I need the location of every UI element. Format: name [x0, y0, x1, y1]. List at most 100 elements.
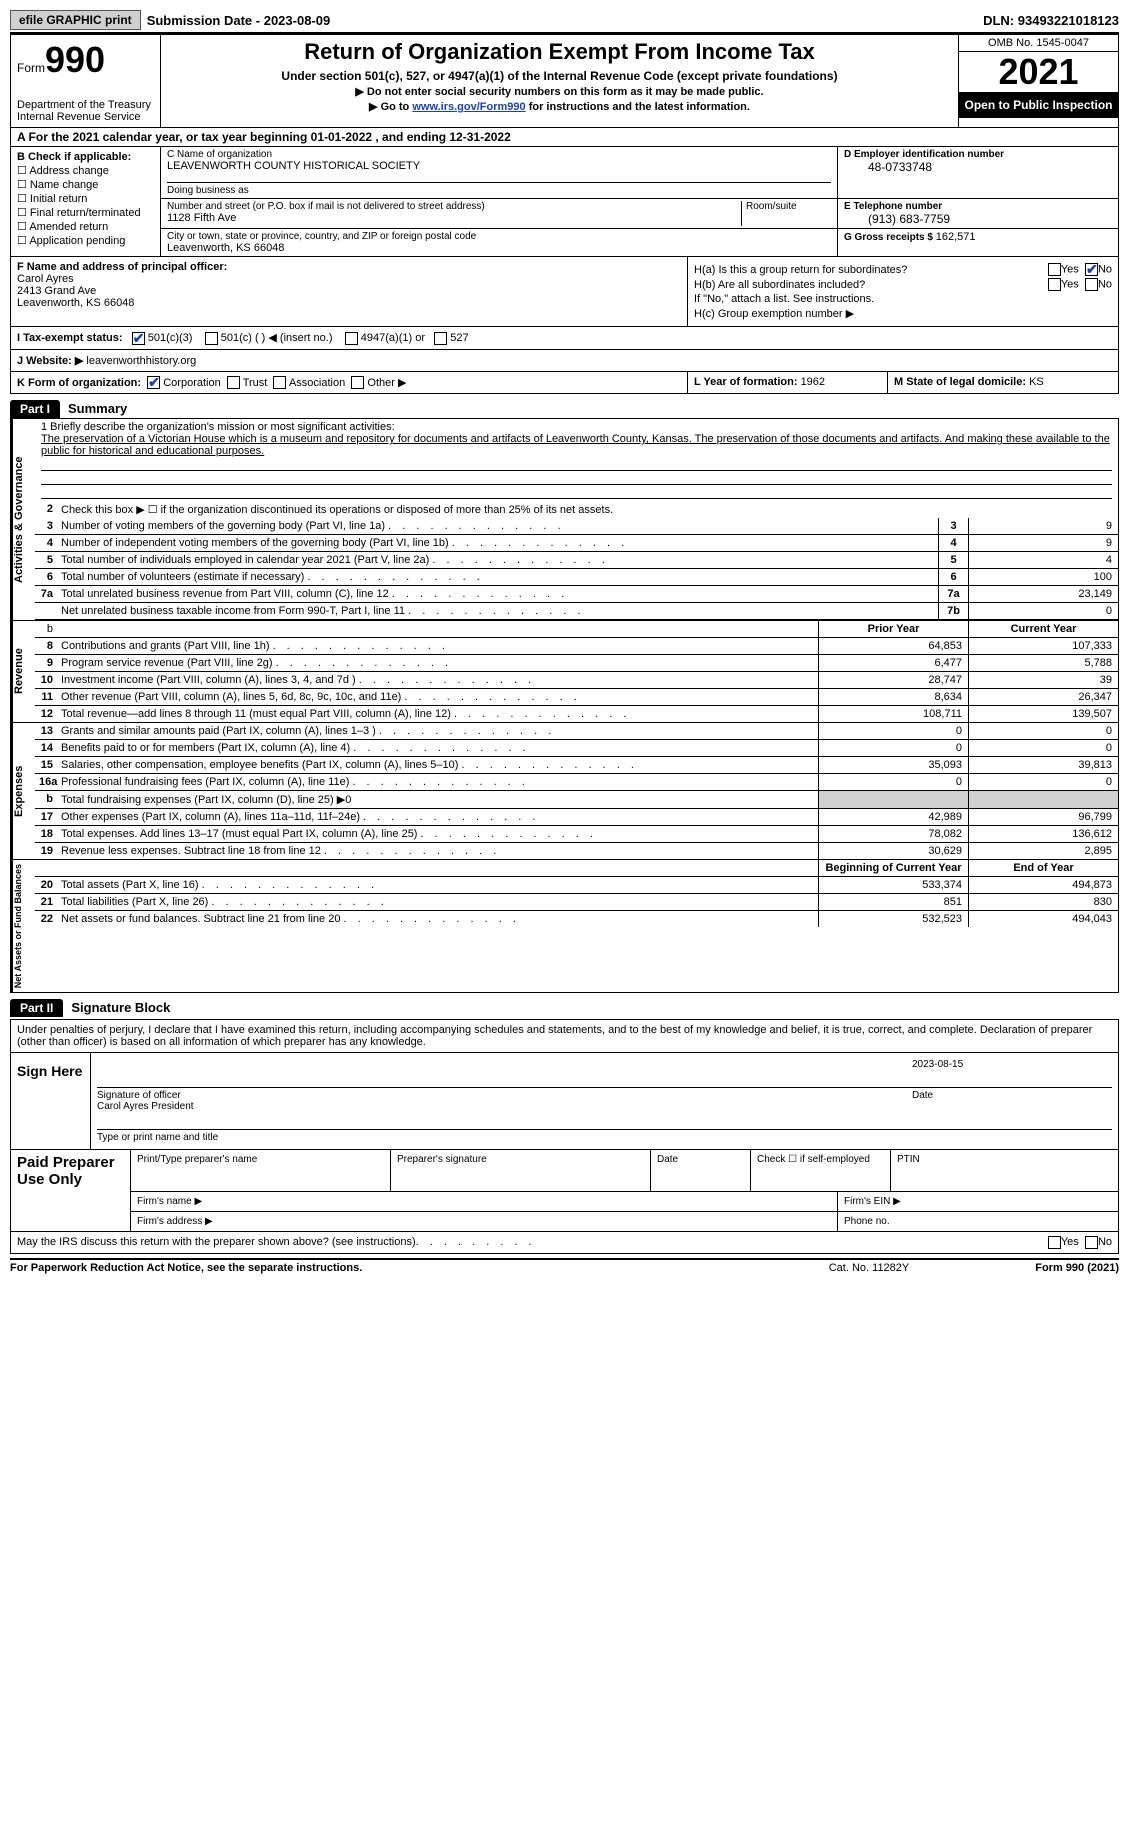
opt-amended-return[interactable]: ☐ Amended return: [17, 220, 154, 233]
val-6: 100: [968, 569, 1118, 585]
prior-21: 851: [818, 894, 968, 910]
tel-label: E Telephone number: [844, 201, 1112, 212]
discuss-yes[interactable]: [1048, 1236, 1061, 1249]
hdr-end: End of Year: [968, 860, 1118, 876]
opt-final-return[interactable]: ☐ Final return/terminated: [17, 206, 154, 219]
val-5: 4: [968, 552, 1118, 568]
opt-address-change[interactable]: ☐ Address change: [17, 164, 154, 177]
prior-17: 42,989: [818, 809, 968, 825]
room-label: Room/suite: [746, 201, 831, 212]
summary-expenses: Expenses 13Grants and similar amounts pa…: [10, 723, 1119, 860]
line-2: Check this box ▶ ☐ if the organization d…: [57, 501, 1118, 518]
side-expenses: Expenses: [11, 723, 35, 859]
city-label: City or town, state or province, country…: [167, 231, 831, 242]
state-domicile: KS: [1029, 376, 1044, 388]
date-label: Date: [912, 1090, 1112, 1101]
form-word: Form: [17, 61, 45, 75]
tax-year: 2021: [959, 52, 1118, 92]
summary-net: Net Assets or Fund Balances Beginning of…: [10, 860, 1119, 993]
efile-print-button[interactable]: efile GRAPHIC print: [10, 10, 141, 30]
hb-note: If "No," attach a list. See instructions…: [694, 293, 1112, 305]
current-18: 136,612: [968, 826, 1118, 842]
hb-yes[interactable]: [1048, 278, 1061, 291]
prep-title: Paid Preparer Use Only: [17, 1154, 115, 1188]
prior-12: 108,711: [818, 706, 968, 722]
current-13: 0: [968, 723, 1118, 739]
line-20: Total assets (Part X, line 16) . . . . .…: [57, 877, 818, 893]
prep-name-label: Print/Type preparer's name: [131, 1150, 391, 1192]
current-9: 5,788: [968, 655, 1118, 671]
current-19: 2,895: [968, 843, 1118, 859]
dept-label: Department of the Treasury Internal Reve…: [17, 99, 154, 123]
hdr-current: Current Year: [968, 621, 1118, 637]
prior-16a: 0: [818, 774, 968, 790]
prior-15: 35,093: [818, 757, 968, 773]
summary-governance: Activities & Governance 1 Briefly descri…: [10, 418, 1119, 621]
side-revenue: Revenue: [11, 621, 35, 722]
current-15: 39,813: [968, 757, 1118, 773]
org-corp[interactable]: [147, 376, 160, 389]
line-19: Revenue less expenses. Subtract line 18 …: [57, 843, 818, 859]
section-bcdeg: B Check if applicable: ☐ Address change …: [10, 147, 1119, 257]
sign-date: 2023-08-15: [912, 1059, 1112, 1070]
officer-label: F Name and address of principal officer:: [17, 261, 681, 273]
val-7b: 0: [968, 603, 1118, 619]
current-12: 139,507: [968, 706, 1118, 722]
prior-18: 78,082: [818, 826, 968, 842]
org-other[interactable]: [351, 376, 364, 389]
line-b: Total fundraising expenses (Part IX, col…: [57, 791, 818, 808]
ein: 48-0733748: [844, 160, 1112, 174]
hdr-begin: Beginning of Current Year: [818, 860, 968, 876]
line-5: Total number of individuals employed in …: [57, 552, 938, 568]
street: 1128 Fifth Ave: [167, 212, 741, 224]
prep-date-label: Date: [651, 1150, 751, 1192]
side-net: Net Assets or Fund Balances: [11, 860, 35, 992]
tax-4947[interactable]: [345, 332, 358, 345]
year-formation: 1962: [801, 376, 825, 388]
line-15: Salaries, other compensation, employee b…: [57, 757, 818, 773]
form-subtitle-1: Under section 501(c), 527, or 4947(a)(1)…: [167, 69, 952, 83]
opt-application-pending[interactable]: ☐ Application pending: [17, 234, 154, 247]
org-assoc[interactable]: [273, 376, 286, 389]
tax-527[interactable]: [434, 332, 447, 345]
line-17: Other expenses (Part IX, column (A), lin…: [57, 809, 818, 825]
officer-addr2: Leavenworth, KS 66048: [17, 297, 681, 309]
tax-501c3[interactable]: [132, 332, 145, 345]
org-name-label: C Name of organization: [167, 149, 831, 160]
org-trust[interactable]: [227, 376, 240, 389]
sig-officer-label: Signature of officer: [97, 1090, 912, 1101]
opt-initial-return[interactable]: ☐ Initial return: [17, 192, 154, 205]
part1-bar: Part I: [10, 400, 60, 418]
line-21: Total liabilities (Part X, line 26) . . …: [57, 894, 818, 910]
line-12: Total revenue—add lines 8 through 11 (mu…: [57, 706, 818, 722]
ha-yes[interactable]: [1048, 263, 1061, 276]
ein-label: D Employer identification number: [844, 149, 1112, 160]
prior-20: 533,374: [818, 877, 968, 893]
current-17: 96,799: [968, 809, 1118, 825]
opt-name-change[interactable]: ☐ Name change: [17, 178, 154, 191]
mission-label: 1 Briefly describe the organization's mi…: [41, 421, 1112, 433]
current-22: 494,043: [968, 911, 1118, 927]
current-10: 39: [968, 672, 1118, 688]
prior-14: 0: [818, 740, 968, 756]
val-7a: 23,149: [968, 586, 1118, 602]
form-subtitle-2: ▶ Do not enter social security numbers o…: [167, 85, 952, 98]
discuss-no[interactable]: [1085, 1236, 1098, 1249]
prep-self-emp: Check ☐ if self-employed: [751, 1150, 891, 1192]
ha-no[interactable]: [1085, 263, 1098, 276]
prior-11: 8,634: [818, 689, 968, 705]
prior-13: 0: [818, 723, 968, 739]
form-subtitle-3: ▶ Go to www.irs.gov/Form990 for instruct…: [167, 100, 952, 113]
line-14: Benefits paid to or for members (Part IX…: [57, 740, 818, 756]
irs-link[interactable]: www.irs.gov/Form990: [412, 101, 525, 113]
paperwork-notice: For Paperwork Reduction Act Notice, see …: [10, 1262, 362, 1274]
current-11: 26,347: [968, 689, 1118, 705]
hb-no[interactable]: [1085, 278, 1098, 291]
line-7a: Total unrelated business revenue from Pa…: [57, 586, 938, 602]
line-16a: Professional fundraising fees (Part IX, …: [57, 774, 818, 790]
tax-501c[interactable]: [205, 332, 218, 345]
prior-22: 532,523: [818, 911, 968, 927]
officer-name: Carol Ayres: [17, 273, 681, 285]
officer-print-name: Carol Ayres President: [97, 1101, 1112, 1112]
gross-receipts: 162,571: [936, 231, 976, 243]
